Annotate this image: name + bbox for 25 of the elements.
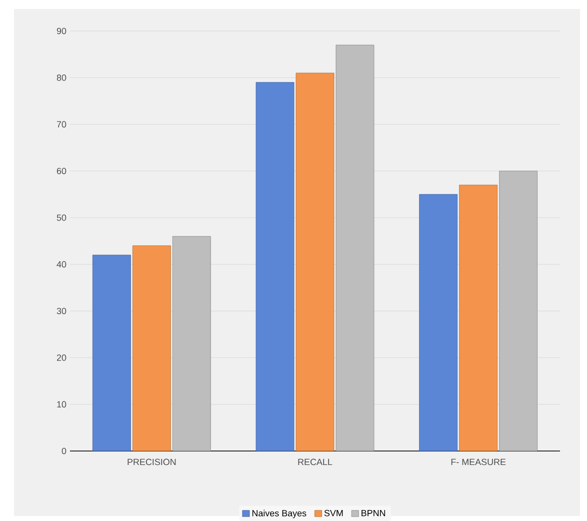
y-tick-label: 90	[56, 28, 66, 34]
x-tick-label: RECALL	[298, 458, 332, 466]
y-tick-label: 10	[57, 401, 66, 408]
y-tick-label: 30	[56, 308, 66, 314]
y-tick-label: 70	[56, 121, 66, 128]
y-tick-label: 20	[56, 354, 66, 361]
x-tick-label: PRECISION	[128, 458, 176, 466]
x-tick-label: F- MEASURE	[451, 458, 506, 466]
bar	[256, 82, 294, 451]
y-tick-label: 40	[56, 261, 66, 268]
bar	[419, 194, 458, 451]
bar	[132, 245, 171, 451]
legend-label: Naives Bayes	[252, 510, 306, 518]
bar	[459, 184, 498, 451]
bar	[172, 236, 211, 451]
y-tick-label: 80	[56, 74, 66, 81]
bar	[296, 72, 334, 451]
bar	[92, 254, 131, 451]
y-tick-label: 50	[56, 214, 66, 221]
bar	[499, 170, 538, 451]
legend-label: BPNN	[362, 510, 386, 516]
y-tick-label: 60	[56, 168, 66, 174]
bar	[336, 44, 374, 451]
y-tick-label: 0	[62, 448, 66, 454]
legend-label: SVM	[324, 510, 343, 516]
